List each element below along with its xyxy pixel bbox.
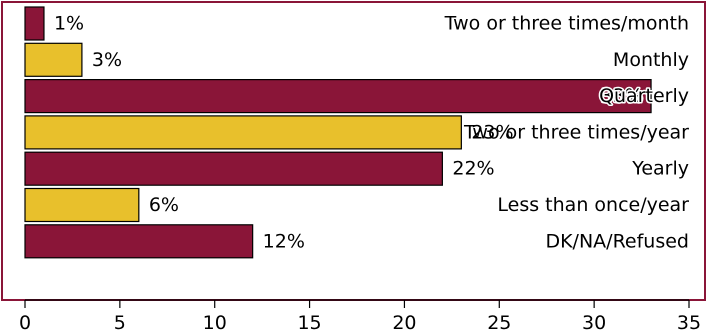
bar-value-label: 6% [149, 194, 179, 216]
bar [24, 78, 652, 114]
bar [24, 115, 462, 150]
category-label: Two or three times/year [463, 121, 689, 143]
x-tick-label: 25 [487, 312, 511, 334]
value-labels-group: 1% 3% 33% 23% 22% 6% 12% [54, 13, 645, 253]
bar-value-label: 1% [54, 13, 84, 35]
bar [24, 187, 140, 223]
bars-group [24, 6, 652, 259]
bar-value-label: 22% [452, 158, 494, 180]
category-label: Yearly [631, 158, 689, 180]
category-labels-group: Two or three times/month Monthly Quarterly… [444, 13, 691, 253]
bar [24, 42, 83, 77]
bar-value-label: 12% [263, 230, 305, 252]
x-tick-label: 10 [203, 312, 227, 334]
category-label: Less than once/year [497, 194, 689, 216]
x-tick-label: 20 [392, 312, 416, 334]
bar [24, 151, 443, 186]
category-label: Quarterly [599, 85, 689, 107]
x-tick-label: 35 [677, 312, 701, 334]
x-tick-label: 30 [582, 312, 606, 334]
x-tick-label: 5 [114, 312, 126, 334]
bar-value-label: 33% [601, 85, 643, 107]
category-label: Two or three times/month [444, 13, 689, 35]
x-tick-label: 15 [297, 312, 321, 334]
bar [24, 224, 254, 259]
category-label: DK/NA/Refused [545, 230, 689, 252]
bar [24, 6, 45, 41]
bar-value-label: 3% [92, 49, 122, 71]
category-label: Monthly [613, 49, 689, 71]
bar-value-label: 23% [471, 121, 513, 143]
x-axis-ticks: 0 5 10 15 20 25 30 35 [19, 300, 701, 334]
x-tick-label: 0 [19, 312, 31, 334]
